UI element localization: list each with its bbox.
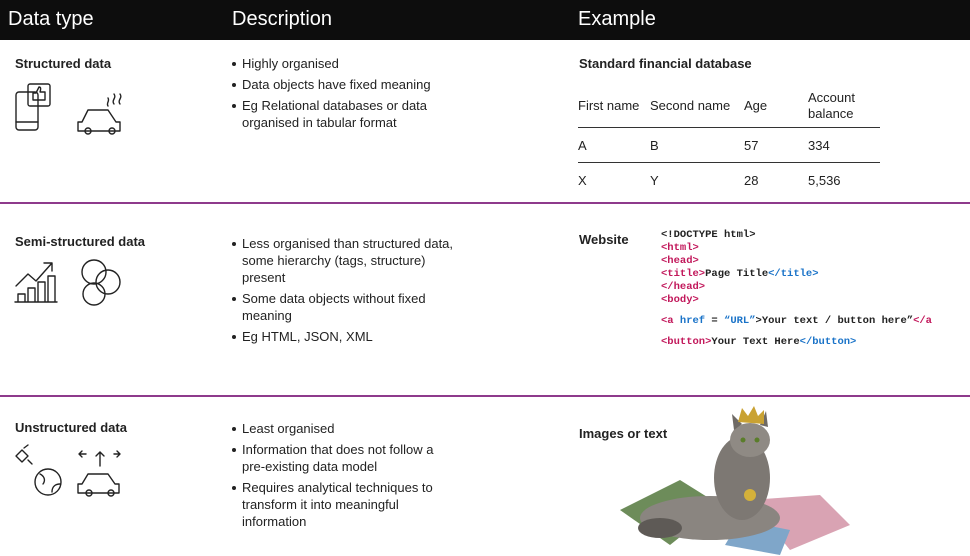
cell: 57: [744, 127, 808, 163]
code-line: <body>: [661, 294, 970, 307]
description-item: Some data objects without fixed meaning: [232, 290, 457, 324]
code-token: href: [679, 315, 706, 327]
description-list: Least organised Information that does no…: [232, 420, 457, 534]
code-token: “URL”: [724, 315, 756, 327]
code-token: <a: [661, 315, 680, 327]
description-item: Highly organised: [232, 55, 457, 72]
description-item: Data objects have fixed meaning: [232, 76, 457, 93]
cell: 5,536: [808, 172, 841, 188]
code-token: >Your text / button here”: [755, 315, 914, 327]
code-line: <title>Page Title</title>: [661, 268, 970, 281]
header-bar: Data type Description Example: [0, 0, 970, 40]
code-token: Page Title: [705, 268, 769, 280]
description-item: Information that does not follow a pre-e…: [232, 441, 457, 475]
data-type: Semi-structured data: [15, 234, 146, 249]
structured-icons: [15, 83, 122, 135]
row-separator: [0, 395, 970, 397]
cat-image: [620, 406, 850, 555]
header-cell: Example: [578, 8, 656, 30]
code-line: <button>Your Text Here</button>: [661, 336, 970, 349]
cell: Y: [650, 172, 659, 188]
code-line: </head>: [661, 281, 970, 294]
cell: A: [578, 127, 650, 163]
description-item: Least organised: [232, 420, 457, 437]
cell: X: [578, 172, 587, 188]
code-token: </button>: [799, 336, 857, 348]
description-list: Less organised than structured data, som…: [232, 235, 457, 349]
header-cell: Data type: [8, 8, 94, 30]
description-item: Requires analytical techniques to transf…: [232, 479, 457, 530]
description-item: Less organised than structured data, som…: [232, 235, 457, 286]
code-token: <body>: [661, 294, 699, 306]
cell: B: [650, 127, 744, 163]
code-block: <!DOCTYPE html> <html> <head> <title>Page T…: [661, 229, 970, 349]
code-line: <head>: [661, 255, 970, 268]
header-cell: Description: [232, 8, 333, 30]
data-type: Structured data: [15, 56, 112, 71]
code-token: <button>: [661, 336, 712, 348]
column-header: Age: [744, 85, 808, 128]
example-title: Standard financial database: [579, 56, 752, 71]
column-header: Second name: [650, 85, 744, 128]
semi-structured-icons: [14, 259, 121, 306]
unstructured-icons: [15, 444, 121, 497]
code-token: <head>: [661, 255, 699, 267]
description-item: Eg HTML, JSON, XML: [232, 328, 457, 345]
code-token: <!DOCTYPE html>: [661, 229, 756, 241]
code-token: Your Text Here: [711, 336, 800, 348]
data-type: Unstructured data: [15, 420, 127, 435]
code-line: <!DOCTYPE html>: [661, 229, 970, 242]
code-line: <html>: [661, 242, 970, 255]
cell: 334: [808, 127, 880, 163]
code-token: </title>: [768, 268, 819, 280]
code-token: <title>: [661, 268, 706, 280]
code-token: <html>: [661, 242, 699, 254]
code-line: <a href = “URL”>Your text / button here”…: [661, 315, 970, 328]
code-token: =: [705, 315, 725, 327]
description-item: Eg Relational databases or data organise…: [232, 97, 457, 131]
column-header: First name: [578, 85, 650, 128]
example-title: Website: [579, 232, 629, 247]
column-header: Account balance: [808, 85, 880, 128]
code-token: </a: [913, 315, 932, 327]
cell: 28: [744, 172, 759, 188]
example-title: Images or text: [579, 426, 668, 441]
description-list: Highly organised Data objects have fixed…: [232, 55, 457, 135]
row-separator: [0, 202, 970, 204]
code-token: </head>: [661, 281, 706, 293]
example-table: First name Second name Age Account balan…: [578, 85, 880, 197]
